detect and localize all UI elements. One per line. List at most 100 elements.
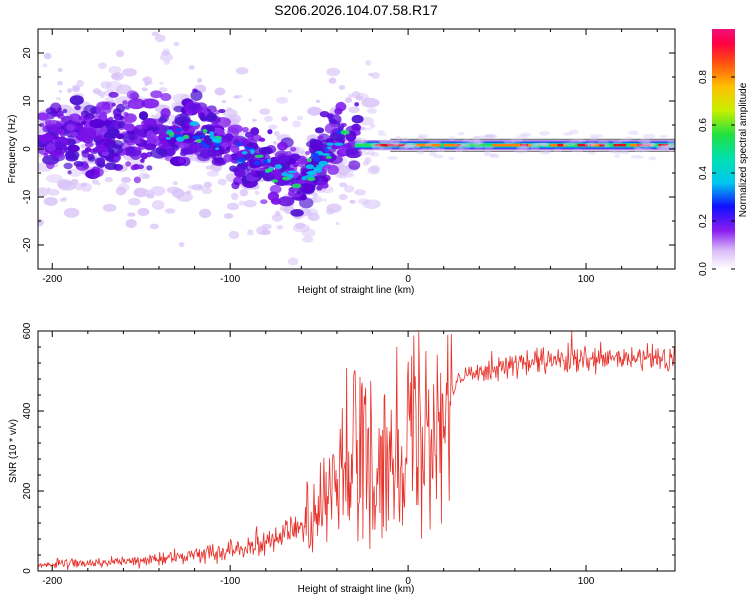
ridge-haze <box>402 144 416 149</box>
ridge-haze <box>638 138 652 144</box>
ridge-haze <box>454 147 464 152</box>
heatmap-cell <box>206 112 218 122</box>
chart-title: S206.2026.104.07.58.R17 <box>274 2 438 18</box>
heatmap-cell <box>188 127 196 132</box>
ridge-peak-segment <box>629 143 641 147</box>
heatmap-cell-faint <box>176 192 193 202</box>
heatmap-cell-faint <box>326 67 341 77</box>
heatmap-cell-faint <box>102 203 117 212</box>
heatmap-cell-bright <box>214 142 222 147</box>
ridge-haze <box>483 152 491 156</box>
ridge-haze <box>379 140 394 144</box>
heatmap-cell-faint <box>239 188 249 197</box>
heatmap-cell-faint <box>226 202 240 211</box>
heatmap-cell-faint <box>144 82 148 86</box>
ridge-haze <box>403 142 417 147</box>
heatmap-cell-faint <box>115 84 132 95</box>
heatmap-cell-faint <box>163 60 171 65</box>
heatmap-cell <box>181 123 190 132</box>
ridge-haze <box>377 132 387 137</box>
heatmap-cell-bright <box>287 173 294 179</box>
ridge-peak-segment <box>443 143 457 147</box>
ridge-peak-segment <box>513 143 528 147</box>
heatmap-cell <box>299 194 307 201</box>
ridge-haze <box>484 150 492 154</box>
heatmap-cell <box>81 149 89 155</box>
heatmap-x-tick-label: 100 <box>578 274 595 285</box>
ridge-haze <box>520 143 528 147</box>
heatmap-cell <box>190 90 203 102</box>
ridge-haze <box>473 135 487 140</box>
heatmap-cell <box>260 199 268 205</box>
heatmap-cell <box>57 113 65 119</box>
heatmap-cell-faint <box>199 208 212 219</box>
heatmap-cell <box>348 160 361 170</box>
heatmap-cell-bright <box>182 134 190 140</box>
heatmap-cell-faint <box>46 187 51 192</box>
ridge-haze <box>539 130 550 136</box>
heatmap-cell-faint <box>287 89 293 93</box>
heatmap-cell-faint <box>287 257 299 266</box>
heatmap-cell <box>129 149 142 160</box>
heatmap-cell-bright <box>310 152 320 158</box>
heatmap-cell <box>354 102 360 107</box>
heatmap-cell-faint <box>302 236 314 243</box>
heatmap-cell-faint <box>214 87 226 96</box>
heatmap-cell-bright <box>166 129 173 133</box>
ridge-haze <box>428 140 442 145</box>
heatmap-cell <box>316 185 323 191</box>
ridge-haze <box>612 140 623 145</box>
heatmap-cell-faint <box>104 176 113 183</box>
ridge-haze <box>613 154 621 158</box>
ridge-haze <box>516 134 530 139</box>
heatmap-cell-faint <box>228 230 240 240</box>
heatmap-cell-faint <box>197 78 203 83</box>
ridge-haze <box>630 155 644 159</box>
heatmap-y-label: Frequency (Hz) <box>7 115 18 184</box>
heatmap-cell-bright <box>291 183 302 189</box>
ridge-haze <box>369 151 380 157</box>
heatmap-cell <box>200 116 208 122</box>
heatmap-cell-bright <box>334 142 344 146</box>
heatmap-cell-faint <box>159 53 173 62</box>
ridge-haze <box>467 140 482 145</box>
ridge-haze <box>649 143 656 147</box>
snr-y-tick-label: 200 <box>22 482 33 499</box>
ridge-haze <box>371 145 385 150</box>
ridge-haze <box>553 148 563 153</box>
ridge-haze <box>473 145 484 149</box>
heatmap-cell <box>328 155 343 164</box>
heatmap-cell <box>54 141 65 149</box>
heatmap-cell <box>171 144 179 150</box>
heatmap-cell-bright <box>287 170 298 174</box>
heatmap-cell-faint <box>206 170 219 177</box>
heatmap-cell-bright <box>274 164 283 169</box>
heatmap-cell <box>50 149 65 158</box>
ridge-haze <box>457 144 472 150</box>
heatmap-cell <box>67 144 80 153</box>
heatmap-cell-faint <box>47 188 60 196</box>
heatmap-cell-faint <box>58 89 63 93</box>
heatmap-x-tick-label: -100 <box>220 274 240 285</box>
heatmap-cell-faint <box>127 212 136 217</box>
heatmap-cell <box>296 157 307 168</box>
heatmap-cell-bright <box>271 179 279 183</box>
heatmap-cell <box>66 123 76 131</box>
ridge-haze <box>625 136 632 141</box>
heatmap-cell <box>224 133 234 142</box>
heatmap-cell-faint <box>275 96 289 104</box>
ridge-haze <box>448 156 455 161</box>
heatmap-cell <box>150 90 163 99</box>
ridge-haze <box>370 142 381 148</box>
heatmap-cell <box>284 151 292 157</box>
heatmap-cell-faint <box>271 213 283 222</box>
ridge-haze <box>379 146 393 151</box>
ridge-haze <box>536 142 550 146</box>
heatmap-cell-faint <box>121 176 131 183</box>
ridge-haze <box>529 145 540 151</box>
ridge-haze <box>533 142 545 147</box>
heatmap-cell <box>103 119 112 126</box>
heatmap-cell-bright <box>262 159 268 164</box>
ridge-haze <box>484 134 498 139</box>
heatmap-cell-faint <box>151 31 160 37</box>
